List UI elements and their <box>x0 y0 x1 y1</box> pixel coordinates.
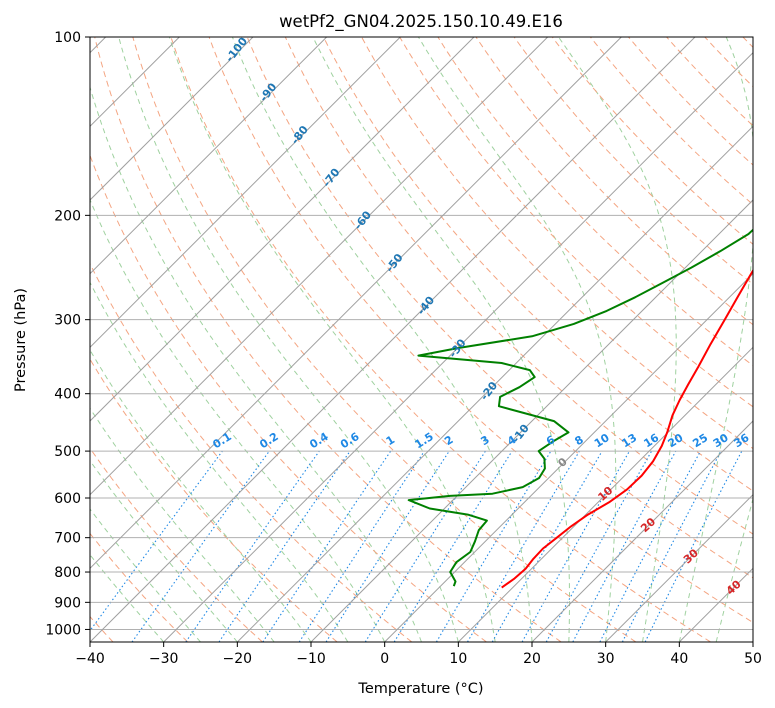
dry-adiabat-line <box>284 37 753 535</box>
moist-adiabat-line <box>168 37 496 642</box>
x-tick-label: −40 <box>75 651 105 667</box>
isotherm-line <box>310 199 753 642</box>
moist-adiabat-line <box>118 37 459 642</box>
isotherm-line <box>384 272 753 642</box>
isotherm-line <box>90 37 401 349</box>
mixing-ratio-line <box>545 450 653 642</box>
isotherm-line <box>163 51 753 642</box>
dry-adiabat-line <box>246 37 753 579</box>
moist-adiabat-line <box>90 198 386 642</box>
mixing-ratio-line <box>572 450 677 642</box>
moist-adiabat-line <box>90 85 422 642</box>
y-tick-label: 300 <box>54 313 81 329</box>
x-tick-label: −10 <box>296 651 326 667</box>
mixing-ratio-line <box>521 450 630 642</box>
x-axis-label: Temperature (°C) <box>357 681 483 697</box>
dry-adiabat-line <box>90 262 413 642</box>
isotherm-line <box>90 37 696 642</box>
plot-background <box>90 37 753 642</box>
dry-adiabat-line <box>94 37 562 642</box>
moist-adiabat-line <box>90 459 238 642</box>
y-tick-label: 400 <box>54 387 81 403</box>
chart-title: wetPf2_GN04.2025.150.10.49.E16 <box>279 12 563 32</box>
isotherm-line <box>90 37 622 570</box>
moist-adiabat-line <box>558 37 677 642</box>
sounding-series <box>407 228 753 589</box>
dewpoint-line <box>407 228 753 587</box>
moist-adiabat-line <box>90 349 312 642</box>
moist-adiabat-line <box>90 554 165 642</box>
x-axis-ticks: −40 −30 −20 −10 0 10 20 30 40 50 <box>75 642 762 667</box>
isotherm-line <box>457 346 753 642</box>
y-tick-label: 600 <box>54 491 81 507</box>
mixing-ratio-line <box>90 450 223 632</box>
isotherm-line <box>605 493 753 642</box>
moist-adiabat-line <box>90 407 275 642</box>
dry-adiabats <box>90 37 753 642</box>
y-tick-label: 700 <box>54 531 81 547</box>
x-tick-label: 30 <box>597 651 615 667</box>
isobar-grid <box>90 37 753 630</box>
mixing-ratio-line <box>325 450 450 642</box>
mixing-ratio-line <box>131 450 270 642</box>
isotherm-line <box>752 641 753 642</box>
x-tick-label: 10 <box>449 651 467 667</box>
y-tick-label: 500 <box>54 444 81 460</box>
mixing-ratio-line <box>218 450 351 642</box>
isotherm-line <box>236 125 753 642</box>
dry-adiabat-line <box>513 37 753 285</box>
dry-adiabat-line <box>208 37 753 624</box>
isotherm-grid <box>90 37 753 642</box>
x-tick-label: 40 <box>670 651 688 667</box>
plot-frame <box>89 36 754 643</box>
dry-adiabat-line <box>475 37 753 326</box>
y-tick-label: 200 <box>54 208 81 224</box>
y-tick-label: 100 <box>54 30 81 46</box>
y-axis-label: Pressure (hPa) <box>13 288 29 392</box>
mixing-ratio-line <box>185 450 320 642</box>
moist-adiabats <box>90 37 753 642</box>
x-tick-label: 20 <box>523 651 541 667</box>
isotherm-line <box>531 420 753 642</box>
mixing-ratio-lines <box>90 450 743 642</box>
x-tick-label: −30 <box>149 651 179 667</box>
y-tick-label: 900 <box>54 595 81 611</box>
moist-adiabat-line <box>312 37 570 642</box>
mixing-ratio-line <box>262 450 392 642</box>
x-tick-label: 0 <box>380 651 389 667</box>
dry-adiabat-line <box>323 37 753 492</box>
dry-adiabat-line <box>90 358 338 642</box>
dry-adiabat-line <box>170 37 711 642</box>
isotherm-line <box>90 37 549 496</box>
x-tick-label: −20 <box>223 651 253 667</box>
moist-adiabat-line <box>417 37 617 642</box>
y-axis-ticks: 100 200 300 400 500 600 700 800 900 1000 <box>45 30 90 638</box>
y-tick-label: 1000 <box>45 622 81 638</box>
isotherm-line <box>90 37 475 422</box>
isotherm-line <box>90 37 328 275</box>
isotherm-line <box>90 37 254 201</box>
y-tick-label: 800 <box>54 565 81 581</box>
mixing-ratio-line <box>644 450 743 642</box>
x-tick-label: 50 <box>744 651 762 667</box>
mixing-ratio-line <box>298 450 425 642</box>
dry-adiabat-line <box>90 447 263 642</box>
temperature-line <box>501 268 753 589</box>
moist-adiabat-line <box>90 508 201 642</box>
